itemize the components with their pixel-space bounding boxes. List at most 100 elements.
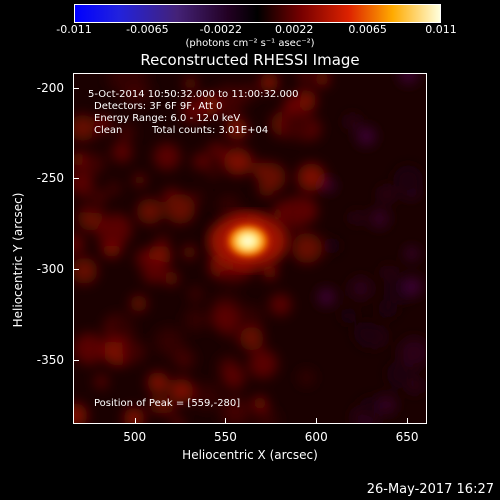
noise-blob <box>74 152 86 167</box>
noise-blob <box>150 396 168 414</box>
noise-blob <box>163 270 179 286</box>
noise-blob <box>130 295 148 312</box>
noise-blob <box>169 378 194 403</box>
y-axis-label: Heliocentric Y (arcsec) <box>11 192 25 328</box>
noise-blob <box>235 305 264 334</box>
noise-blob <box>192 153 210 170</box>
noise-blob <box>322 179 336 192</box>
noise-blob <box>193 382 221 410</box>
flare-image <box>74 74 426 423</box>
noise-blob <box>376 395 396 415</box>
noise-blob <box>386 360 414 388</box>
noise-blob <box>317 288 336 306</box>
y-tick-label: -300 <box>36 262 64 277</box>
noise-blob <box>349 210 364 225</box>
y-tick-label: -250 <box>36 171 64 186</box>
colorbar-units: (photons cm⁻² s⁻¹ asec⁻²) <box>185 38 315 49</box>
image-title: Reconstructed RHESSI Image <box>140 51 360 69</box>
noise-blob <box>344 114 360 130</box>
noise-blob <box>406 377 424 395</box>
noise-blob <box>94 374 108 389</box>
noise-blob <box>117 123 136 142</box>
noise-blob <box>180 97 207 124</box>
y-tick-mark <box>73 87 79 89</box>
reconstructed-image-plot: 5-Oct-2014 10:50:32.000 to 11:00:32.000 … <box>73 73 427 424</box>
y-tick-mark <box>73 360 79 362</box>
noise-blob <box>298 74 311 83</box>
colorbar-tick-label: 0.0022 <box>274 23 314 36</box>
noise-blob <box>91 123 106 138</box>
noise-blob <box>188 287 203 301</box>
energy-range-text: Energy Range: 6.0 - 12.0 keV <box>94 113 241 124</box>
noise-blob <box>269 293 292 316</box>
noise-blob <box>257 162 286 192</box>
x-tick-label: 650 <box>395 430 419 444</box>
noise-blob <box>259 74 279 92</box>
noise-blob <box>74 169 93 195</box>
noise-blob <box>369 208 390 229</box>
noise-blob <box>378 185 396 203</box>
noise-blob <box>156 232 171 247</box>
noise-blob <box>393 165 423 195</box>
noise-blob <box>223 147 252 176</box>
noise-blob <box>356 126 376 146</box>
noise-blob <box>74 233 85 255</box>
noise-blob <box>221 365 243 386</box>
noise-blob <box>74 114 96 141</box>
noise-blob <box>123 407 145 423</box>
noise-blob <box>226 117 248 140</box>
noise-blob <box>405 247 419 260</box>
x-tick-mark <box>316 418 318 424</box>
noise-blob <box>74 332 106 365</box>
noise-blob <box>398 337 426 369</box>
noise-blob <box>220 396 251 423</box>
noise-blob <box>252 396 267 411</box>
noise-blob <box>141 259 166 284</box>
method-text: Clean <box>94 125 123 136</box>
noise-blob <box>147 371 169 394</box>
y-tick-mark <box>73 178 79 180</box>
y-tick-label: -350 <box>36 353 64 368</box>
noise-blob <box>359 396 380 417</box>
noise-blob <box>109 314 134 339</box>
colorbar-tick-label: 0.011 <box>425 23 457 36</box>
noise-blob <box>74 257 98 284</box>
colorbar-tick-label: 0.0065 <box>348 23 387 36</box>
noise-blob <box>133 173 146 187</box>
noise-blob <box>297 163 326 192</box>
noise-blob <box>248 349 278 379</box>
noise-blob <box>323 237 341 255</box>
noise-blob <box>349 276 373 300</box>
colorbar-tick-label: -0.011 <box>56 23 92 36</box>
noise-blob <box>111 141 133 163</box>
x-tick-mark <box>134 418 136 424</box>
noise-blob <box>381 265 396 280</box>
colorbar-tick-label: -0.0065 <box>126 23 169 36</box>
colorbar <box>74 4 441 23</box>
noise-blob <box>291 233 323 264</box>
noise-blob <box>253 407 279 423</box>
noise-blob <box>282 197 312 227</box>
noise-blob <box>173 348 195 370</box>
x-tick-label: 550 <box>214 430 237 444</box>
noise-blob <box>314 74 330 87</box>
noise-blob <box>182 245 197 259</box>
detectors-text: Detectors: 3F 6F 9F, Att 0 <box>94 101 223 112</box>
noise-blob <box>183 308 208 332</box>
noise-blob <box>340 307 357 324</box>
noise-blob <box>355 321 381 348</box>
noise-blob <box>153 143 181 171</box>
noise-blob <box>399 74 418 84</box>
noise-blob <box>154 326 184 357</box>
noise-blob <box>403 277 422 296</box>
noise-blob <box>239 326 264 351</box>
noise-blob <box>165 193 196 224</box>
noise-blob <box>122 340 146 364</box>
x-tick-mark <box>225 418 227 424</box>
generation-date: 26-May-2017 16:27 <box>366 482 494 497</box>
noise-blob <box>183 76 197 91</box>
peak-position-text: Position of Peak = [559,-280] <box>94 398 241 409</box>
noise-blob <box>136 198 163 225</box>
noise-blob <box>96 218 124 246</box>
x-tick-mark <box>407 418 409 424</box>
